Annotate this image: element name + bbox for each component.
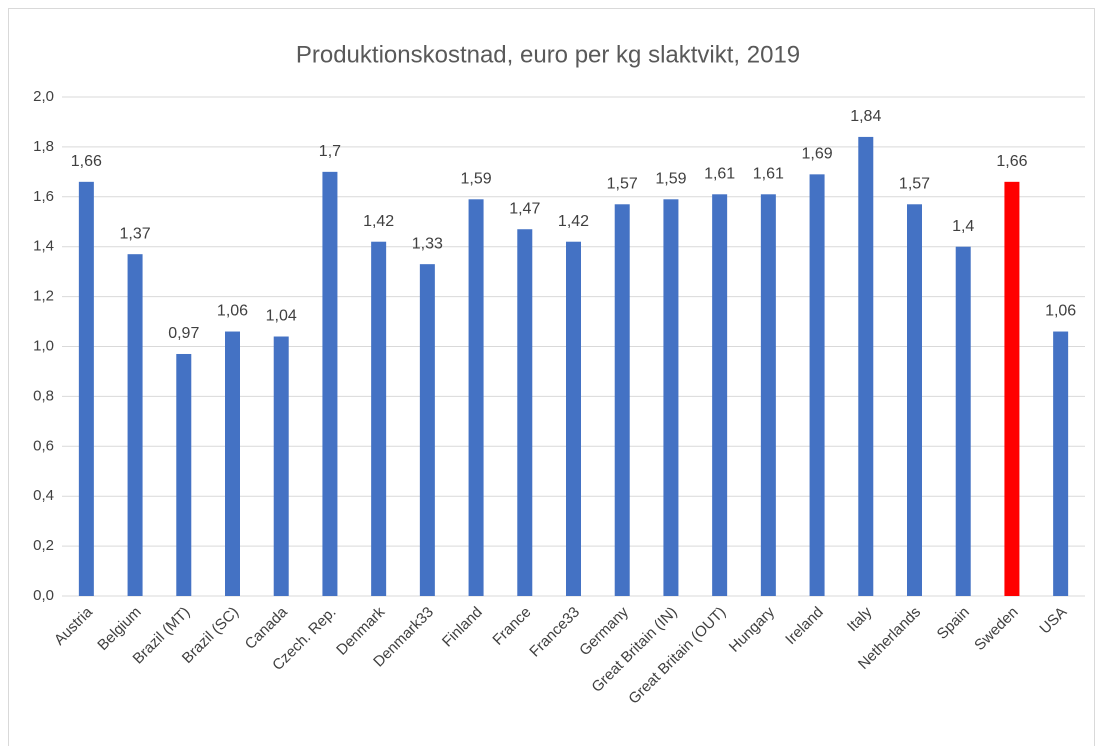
bar	[371, 241, 387, 596]
bar	[322, 171, 338, 596]
y-tick-label: 1,6	[33, 188, 54, 205]
bar	[1053, 331, 1069, 596]
bar	[1004, 181, 1020, 596]
bar	[127, 254, 143, 596]
bar	[225, 331, 240, 596]
value-label: 1,06	[1045, 303, 1076, 320]
chart-title: Produktionskostnad, euro per kg slaktvik…	[296, 41, 800, 68]
value-label: 1,66	[996, 153, 1027, 170]
bar	[858, 136, 874, 597]
bar	[809, 174, 825, 596]
value-label: 1,57	[899, 176, 930, 193]
value-label: 1,04	[266, 308, 297, 325]
y-tick-label: 1,2	[33, 288, 54, 305]
bar	[419, 264, 435, 596]
bar	[614, 204, 630, 596]
bar	[517, 229, 533, 597]
y-tick-label: 0,2	[33, 537, 54, 554]
value-label: 1,06	[217, 303, 248, 320]
y-tick-label: 0,0	[33, 587, 54, 604]
y-tick-label: 0,8	[33, 387, 54, 404]
bar	[663, 199, 679, 597]
value-label: 1,84	[850, 108, 881, 125]
value-label: 1,7	[319, 143, 341, 160]
value-label: 1,42	[558, 213, 589, 230]
bar	[176, 353, 192, 596]
value-label: 1,33	[412, 235, 443, 252]
value-label: 1,59	[461, 171, 492, 188]
bar	[712, 194, 728, 596]
value-label: 1,61	[753, 166, 784, 183]
value-label: 1,4	[952, 218, 974, 235]
value-label: 1,47	[509, 200, 540, 217]
bar	[78, 181, 94, 596]
y-tick-label: 0,6	[33, 437, 54, 454]
bar	[760, 194, 776, 596]
y-tick-label: 2,0	[33, 88, 54, 105]
bar	[566, 241, 581, 596]
bar	[273, 336, 289, 596]
value-label: 1,42	[363, 213, 394, 230]
bar	[955, 246, 971, 596]
bar	[907, 204, 922, 596]
bar	[468, 199, 484, 597]
y-tick-label: 1,8	[33, 138, 54, 155]
y-tick-label: 1,0	[33, 337, 54, 354]
y-tick-label: 0,4	[33, 487, 54, 504]
value-label: 1,37	[120, 225, 151, 242]
value-label: 1,66	[71, 153, 102, 170]
y-tick-label: 1,4	[33, 238, 54, 255]
value-label: 1,57	[607, 176, 638, 193]
value-label: 1,61	[704, 166, 735, 183]
value-label: 1,69	[802, 146, 833, 163]
value-label: 0,97	[168, 325, 199, 342]
value-label: 1,59	[655, 171, 686, 188]
